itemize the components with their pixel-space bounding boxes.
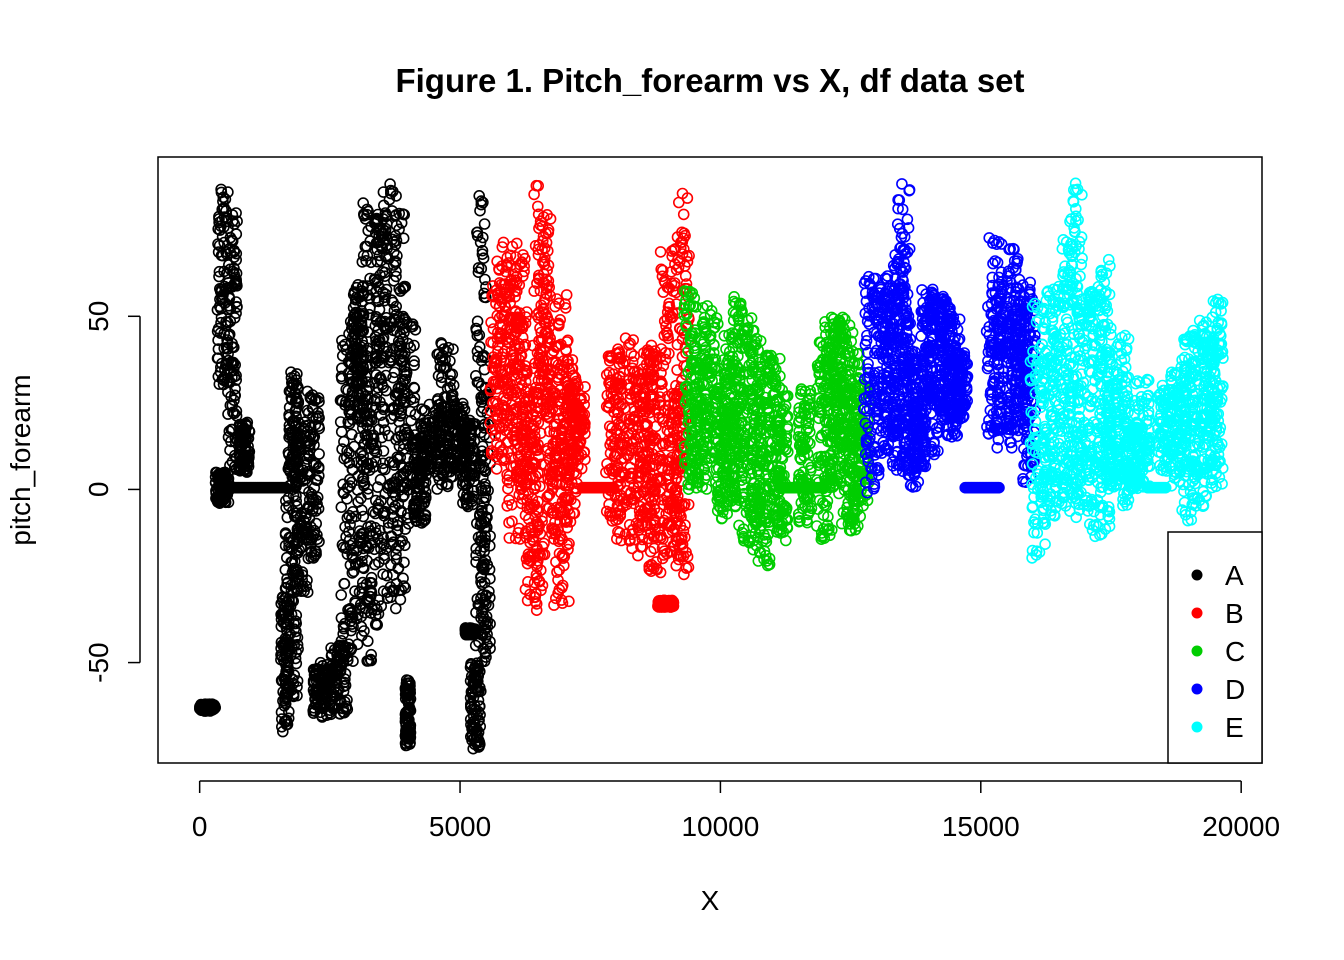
data-point [243, 425, 256, 438]
data-point [222, 186, 234, 198]
data-point [233, 463, 246, 476]
data-point [230, 247, 243, 260]
data-point [290, 392, 303, 404]
data-point [288, 669, 301, 682]
data-point [290, 646, 303, 659]
data-point [237, 448, 250, 461]
data-point [279, 494, 292, 507]
data-point [213, 216, 225, 229]
data-point [290, 657, 303, 670]
data-point [223, 259, 235, 271]
data-point [234, 420, 246, 433]
data-point [279, 679, 292, 691]
data-point [280, 715, 293, 728]
data-point [230, 228, 243, 240]
data-point [226, 235, 239, 247]
data-point [231, 300, 243, 313]
data-point [229, 359, 241, 371]
data-point [279, 539, 292, 552]
data-point [222, 431, 235, 443]
series-A [194, 178, 496, 755]
data-point [209, 471, 222, 483]
data-point [203, 698, 215, 711]
data-point [227, 406, 239, 419]
data-point [215, 470, 227, 483]
chart-title: Figure 1. Pitch_forearm vs X, df data se… [395, 62, 1024, 99]
data-point [199, 698, 211, 711]
data-point [289, 652, 302, 665]
data-point [228, 341, 240, 354]
data-point [225, 281, 238, 293]
data-point [236, 439, 248, 452]
data-point [226, 399, 239, 412]
data-points [194, 177, 1229, 755]
data-point [285, 376, 298, 389]
data-point [224, 246, 237, 259]
data-point [289, 387, 302, 400]
data-point [281, 625, 293, 638]
data-point [228, 312, 241, 324]
data-point [228, 370, 241, 383]
data-point [219, 193, 232, 205]
data-point [276, 725, 289, 738]
data-point [275, 653, 287, 666]
data-point [228, 268, 240, 281]
data-point [215, 183, 227, 196]
data-point [281, 687, 293, 700]
data-point [228, 394, 240, 407]
data-point [242, 432, 255, 445]
data-point [278, 699, 291, 712]
data-point [289, 631, 302, 643]
data-point [280, 501, 292, 514]
data-point [219, 495, 231, 508]
data-point [213, 265, 226, 278]
data-point [288, 623, 301, 636]
data-point [288, 617, 300, 630]
data-point [213, 270, 225, 283]
data-point [223, 329, 235, 342]
data-point [223, 299, 235, 312]
data-point [287, 687, 300, 700]
data-point [290, 625, 302, 638]
data-point [285, 646, 298, 659]
data-point [275, 706, 288, 719]
data-point [222, 343, 234, 355]
data-point [279, 527, 292, 539]
data-point [237, 453, 250, 465]
data-point [212, 246, 225, 258]
data-point [290, 609, 303, 622]
data-point [229, 382, 241, 395]
data-point [231, 215, 243, 227]
data-point [212, 223, 224, 235]
data-point [281, 604, 294, 617]
data-point [288, 639, 301, 651]
data-point [216, 291, 229, 304]
data-point [212, 352, 224, 365]
data-point [227, 215, 239, 227]
data-point [290, 490, 302, 502]
data-point [211, 494, 224, 507]
data-point [289, 577, 302, 590]
